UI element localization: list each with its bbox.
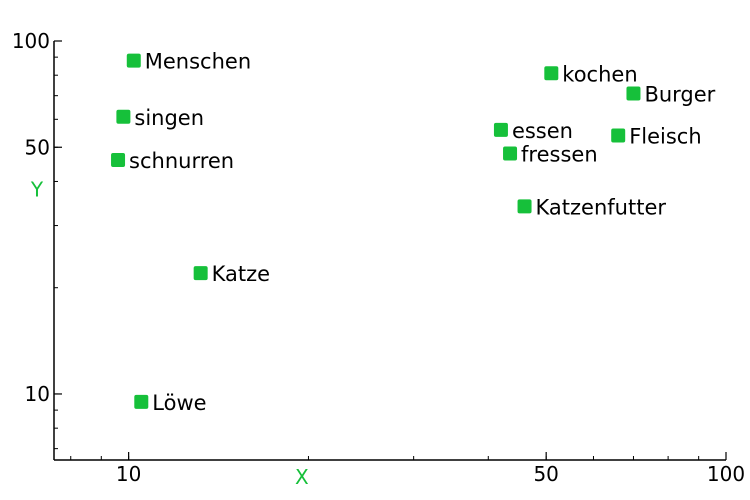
data-point-label: kochen	[562, 62, 637, 86]
data-point-marker	[517, 199, 532, 214]
x-axis-label: X	[295, 465, 309, 489]
tick-labels: 10 50 100 10 50 100	[12, 29, 745, 486]
data-point-label: Katze	[212, 262, 270, 286]
data-point-label: fressen	[521, 143, 598, 167]
x-tick-label: 100	[707, 462, 745, 486]
data-point-label: Löwe	[152, 391, 206, 415]
data-point-marker	[626, 86, 641, 101]
data-point-marker	[611, 128, 626, 143]
y-tick-label: 50	[25, 135, 50, 159]
y-tick-label: 100	[12, 29, 50, 53]
x-tick-label: 10	[116, 462, 141, 486]
y-axis-label: Y	[30, 177, 44, 201]
data-point-marker	[126, 53, 141, 68]
data-point-marker	[134, 394, 149, 409]
data-point-label: singen	[134, 106, 204, 130]
y-tick-label: 10	[25, 382, 50, 406]
data-point-marker	[493, 122, 508, 137]
data-point-label: schnurren	[129, 149, 234, 173]
data-point-marker	[193, 266, 208, 281]
major-ticks	[54, 40, 727, 460]
data-point-label: Katzenfutter	[536, 195, 667, 219]
data-point-label: essen	[512, 119, 573, 143]
data-point-marker	[116, 109, 131, 124]
x-tick-label: 50	[533, 462, 558, 486]
data-point-marker	[544, 66, 559, 81]
data-point-label: Menschen	[145, 50, 251, 74]
data-point-label: Fleisch	[629, 124, 701, 148]
data-point-marker	[111, 153, 126, 168]
axes	[53, 41, 726, 461]
data-points: Menschen kochen Burger singen essen Fleisch fr…	[111, 50, 716, 415]
data-point-label: Burger	[644, 83, 715, 107]
data-point-marker	[503, 146, 518, 161]
